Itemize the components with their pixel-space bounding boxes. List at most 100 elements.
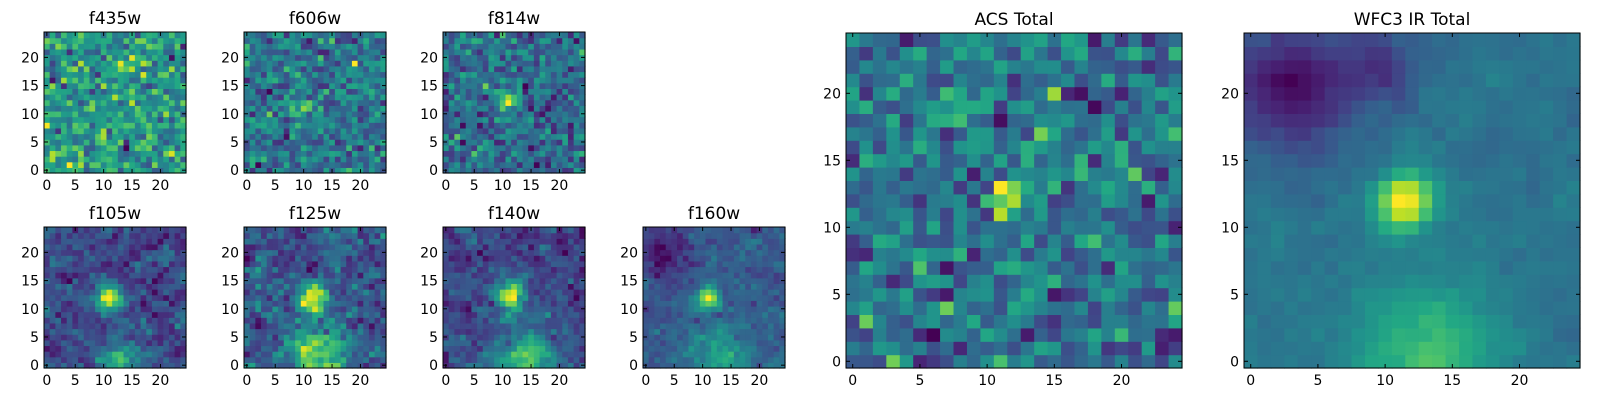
heatmap-cell [494,32,501,39]
heatmap-cell [346,161,353,168]
heatmap-cell [482,110,490,118]
heatmap-cell [573,300,580,307]
heatmap-cell [550,122,558,129]
heatmap-cell [477,110,484,118]
heatmap-cell [140,345,147,352]
heatmap-cell [261,362,268,369]
heatmap-cell [562,243,569,251]
heatmap-cell [1155,287,1170,302]
heatmap-cell [55,328,62,335]
heatmap-cell [306,71,313,78]
heatmap-cell [739,260,746,268]
heatmap-cell [648,227,655,234]
heatmap-cell [340,238,347,245]
heatmap-cell [1114,180,1129,195]
heatmap-cell [699,232,707,239]
heatmap-cell [550,60,558,67]
heatmap-cell [1061,341,1076,356]
heatmap-cell [739,305,746,313]
heatmap-cell [443,351,450,358]
heatmap-cell [368,351,376,358]
heatmap-cell [528,65,535,73]
heatmap-cell [266,356,273,363]
heatmap-cell [694,249,701,256]
heatmap-cell [940,274,955,289]
heatmap-cell [471,82,478,89]
heatmap-cell [648,272,655,279]
x-tick-label: 5 [271,373,280,389]
heatmap-cell [49,144,56,152]
heatmap-cell [688,300,695,307]
heatmap-cell [448,144,455,152]
x-tick-label: 15 [722,373,740,389]
heatmap-cell [899,220,914,235]
heatmap-cell [61,300,68,307]
heatmap-cell [1007,220,1022,235]
heatmap-cell [249,243,256,251]
heatmap-cell [49,317,56,324]
heatmap-cell [643,289,650,296]
heatmap-cell [351,339,359,347]
heatmap-cell [363,317,370,324]
x-tick-label: 15 [522,178,540,194]
heatmap-cell [146,266,153,273]
heatmap-cell [528,339,535,347]
heatmap-cell [665,255,672,262]
heatmap-cell [499,255,507,262]
heatmap-cell [363,99,370,106]
heatmap-cell [539,232,546,239]
heatmap-cell [482,105,490,112]
heatmap-cell [72,277,79,284]
heatmap-cell [499,156,507,163]
heatmap-cell [78,243,85,251]
heatmap-cell [346,283,353,290]
heatmap-cell [1074,274,1089,289]
heatmap-cell [357,249,364,256]
heatmap-cell [249,232,256,239]
heatmap-cell [78,238,85,245]
heatmap-cell [55,334,62,341]
heatmap-cell [1087,234,1102,248]
heatmap-cell [1061,314,1076,329]
heatmap-cell [66,311,73,318]
heatmap-cell [539,122,546,129]
heatmap-cell [106,289,113,296]
heatmap-cell [168,150,176,157]
heatmap-cell [516,110,524,118]
heatmap-cell [300,317,308,324]
heatmap-cell [779,227,786,234]
heatmap-cell [49,334,56,341]
heatmap-cell [163,277,170,284]
heatmap-cell [567,260,575,268]
heatmap-cell [846,301,861,315]
heatmap-cell [255,54,262,61]
heatmap-cell [312,48,319,56]
heatmap-cell [66,305,73,313]
heatmap-cell [66,127,73,135]
heatmap-cell [677,328,684,335]
heatmap-cell [266,161,273,168]
heatmap-cell [168,305,176,313]
heatmap-cell [682,328,690,335]
heatmap-cell [44,144,51,152]
heatmap-cell [272,356,279,363]
heatmap-cell [533,345,541,352]
heatmap-cell [300,43,308,50]
heatmap-cell [168,127,176,135]
heatmap-cell [283,88,291,95]
heatmap-cell [539,243,546,251]
heatmap-cell [460,322,467,330]
heatmap-cell [334,156,342,163]
heatmap-cell [146,110,153,118]
heatmap-cell [750,243,758,251]
heatmap-cell [55,255,62,262]
heatmap-cell [1020,167,1035,181]
heatmap-cell [505,311,512,318]
heatmap-cell [283,110,291,118]
heatmap-cell [443,88,450,95]
heatmap-cell [460,243,467,251]
heatmap-cell [482,272,490,279]
heatmap-cell [357,139,364,146]
heatmap-cell [95,300,102,307]
y-tick-label: 10 [420,302,438,318]
